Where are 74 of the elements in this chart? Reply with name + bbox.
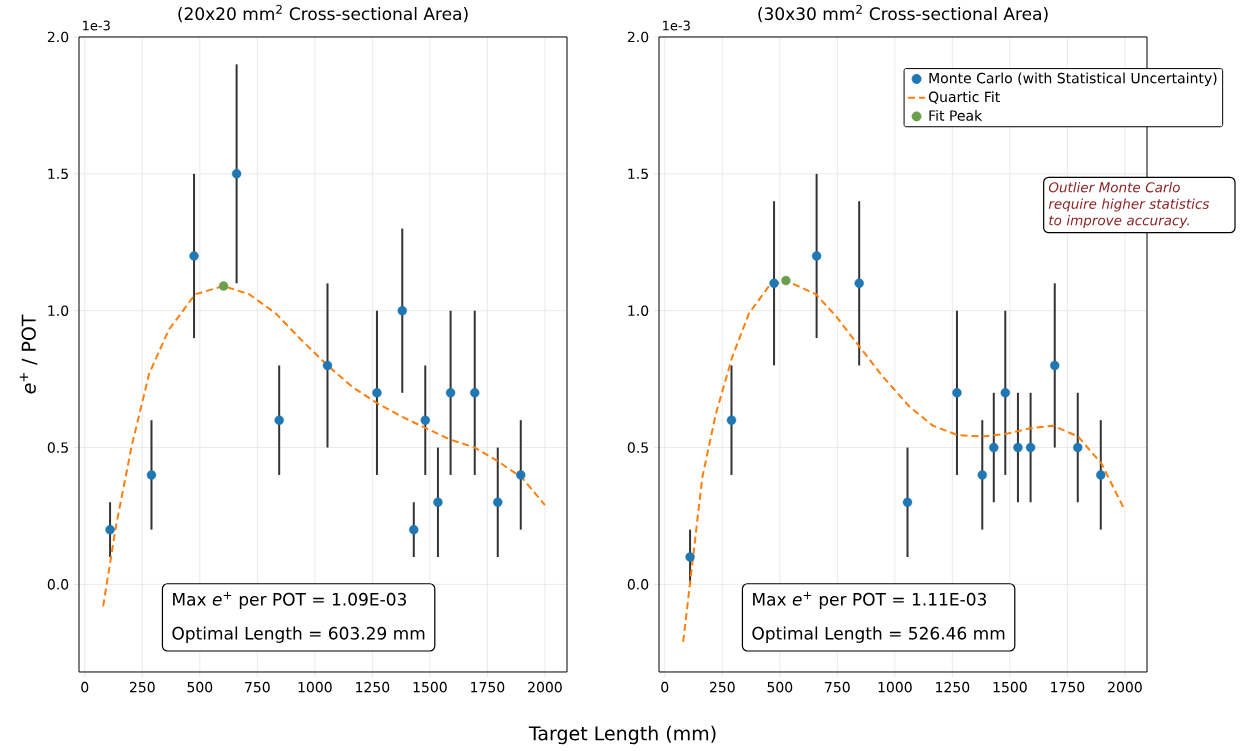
point <box>1013 442 1023 453</box>
point <box>1000 388 1010 398</box>
point <box>409 524 419 535</box>
y-tick-label: 2.0 <box>627 31 649 43</box>
point <box>218 281 229 291</box>
legend-label: Quartic Fit <box>928 91 1000 104</box>
y-tick-label: 1.5 <box>48 168 68 180</box>
x-tick-label: 1000 <box>298 681 332 693</box>
annotation: Optimal Length = 603.29 mm <box>172 626 425 643</box>
point <box>685 552 695 562</box>
y-tick-label: 1.0 <box>628 305 649 316</box>
point <box>189 251 199 261</box>
annotation: Optimal Length = 526.46 mm <box>752 626 1005 643</box>
point <box>769 278 779 289</box>
x-tick-label: 0 <box>661 681 669 693</box>
point <box>322 360 333 371</box>
text: 1e-3 <box>663 20 690 31</box>
chart-title: (30x30 mm$^{2}$ Cross-sectional Area) <box>758 4 1048 23</box>
x-tick-label: 500 <box>187 681 213 693</box>
point <box>493 497 503 507</box>
text: 1e-3 <box>83 20 110 31</box>
y-tick-label: 0.0 <box>47 579 69 590</box>
annotation: Max e$^{+}$ per POT = 1.11E-03 <box>753 591 986 609</box>
point <box>372 388 382 398</box>
point <box>1073 442 1083 453</box>
x-tick-label: 0 <box>81 681 89 693</box>
point <box>433 497 443 507</box>
x-tick-label: 1250 <box>356 681 390 693</box>
x-tick-label: 1250 <box>936 681 970 693</box>
point <box>1050 360 1060 371</box>
y-tick-label: 0.5 <box>627 442 648 453</box>
x-tick-label: 250 <box>129 681 155 693</box>
y-tick-label: 2.0 <box>47 31 69 43</box>
point <box>989 442 999 453</box>
point <box>231 169 242 179</box>
x-tick-label: 2000 <box>528 681 562 693</box>
point <box>516 470 526 480</box>
x-tick-label: 500 <box>767 681 793 693</box>
x-tick-label: 1500 <box>413 681 447 693</box>
point <box>952 388 962 398</box>
point <box>420 415 430 425</box>
legend-label: Monte Carlo (with Statistical Uncertainty) <box>929 72 1217 87</box>
annotation: Outlier Monte Carlo require higher statistics to improve accuracy. <box>1048 181 1210 229</box>
y-tick-label: 1.5 <box>628 168 648 180</box>
x-tick-label: 1750 <box>1051 681 1085 693</box>
chart-title: (20x20 mm$^{2}$ Cross-sectional Area) <box>178 4 468 23</box>
point <box>1096 470 1106 480</box>
y-tick-label: 0.5 <box>47 442 68 453</box>
y-tick-label: 1.0 <box>48 305 69 316</box>
point <box>470 388 480 398</box>
point <box>274 415 284 425</box>
x-tick-label: 1500 <box>993 681 1027 693</box>
x-tick-label: 1750 <box>471 681 505 693</box>
x-tick-label: 2000 <box>1108 681 1142 693</box>
point <box>977 470 987 480</box>
x-axis-title: Target Length (mm) <box>528 725 716 745</box>
point <box>726 415 737 425</box>
point <box>1025 442 1036 453</box>
x-tick-label: 1000 <box>878 681 912 693</box>
point <box>146 470 157 480</box>
point <box>854 278 864 289</box>
point <box>105 524 115 535</box>
legend-label: Fit Peak <box>929 110 983 121</box>
point <box>781 275 791 286</box>
point <box>397 305 407 316</box>
y-tick-label: 0.0 <box>627 579 649 590</box>
x-tick-label: 250 <box>709 681 735 693</box>
annotation: Max e$^{+}$ per POT = 1.09E-03 <box>173 591 406 609</box>
point <box>902 497 913 507</box>
point <box>811 251 822 261</box>
x-tick-label: 750 <box>825 681 850 693</box>
point <box>445 388 456 398</box>
y-axis-title: e$^{+}$ / POT <box>19 314 38 394</box>
x-tick-label: 750 <box>245 681 270 693</box>
